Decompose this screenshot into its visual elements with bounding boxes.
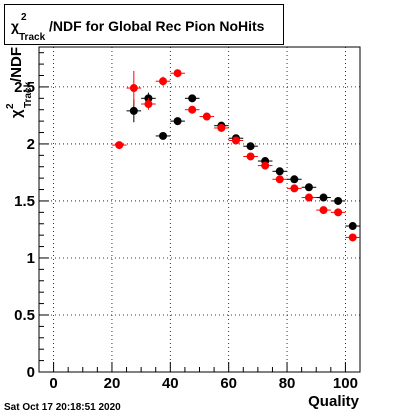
x-axis-label: Quality — [308, 393, 360, 410]
series-1-point-2 — [144, 100, 153, 109]
series-0-point-2 — [159, 131, 168, 140]
series-1-point-9 — [246, 152, 255, 161]
series-0-point-9 — [275, 167, 284, 176]
y-tick-label-5: 2.5 — [14, 79, 35, 96]
title-box: χ 2 Track /NDF for Global Rec Pion NoHit… — [4, 4, 284, 45]
series-1-point-16 — [348, 233, 357, 242]
series-1-point-12 — [290, 184, 299, 193]
y-axis-chi: χ — [8, 109, 25, 118]
series-1-point-1 — [129, 84, 138, 93]
series-1-point-8 — [231, 136, 240, 145]
series-0-point-12 — [319, 193, 328, 202]
series-0-point-11 — [304, 183, 313, 192]
tick-labels: 0 20 40 60 80 100 0 0.5 1 1.5 2 2.5 — [14, 79, 358, 392]
series-1-point-15 — [334, 208, 343, 217]
series-1-point-6 — [202, 112, 211, 121]
series-1-point-7 — [217, 123, 226, 132]
axis-ticks — [38, 52, 361, 373]
plot-frame — [38, 46, 361, 373]
series-1-point-0 — [115, 141, 124, 150]
x-tick-label-5: 100 — [333, 375, 358, 392]
y-tick-label-1: 0.5 — [14, 307, 35, 324]
x-tick-label-2: 40 — [162, 375, 179, 392]
series-0-point-7 — [246, 142, 255, 151]
y-tick-label-0: 0 — [27, 364, 35, 381]
x-tick-label-0: 0 — [49, 375, 57, 392]
series-1-point-4 — [173, 69, 182, 78]
x-tick-label-3: 60 — [220, 375, 237, 392]
y-axis-superscript: 2 — [5, 103, 16, 109]
series-0-point-3 — [173, 117, 182, 126]
title-superscript: 2 — [21, 12, 27, 23]
series-0-point-10 — [290, 175, 299, 184]
y-axis-label: /NDF — [8, 47, 25, 82]
series-1-point-10 — [261, 161, 270, 170]
series-0-point-14 — [348, 222, 357, 231]
series-1-point-3 — [159, 77, 168, 86]
series-1-point-13 — [304, 193, 313, 202]
y-tick-label-2: 1 — [27, 250, 35, 267]
plot-area — [38, 46, 361, 373]
y-axis-title: χ 2 Track /NDF — [5, 47, 34, 118]
timestamp: Sat Oct 17 20:18:51 2020 — [4, 402, 121, 413]
y-tick-label-4: 2 — [27, 136, 35, 153]
x-tick-label-4: 80 — [279, 375, 296, 392]
y-tick-label-3: 1.5 — [14, 193, 35, 210]
series-1-point-14 — [319, 206, 328, 215]
title-chi: χ — [11, 18, 19, 34]
x-tick-label-1: 20 — [104, 375, 121, 392]
chart-title: /NDF for Global Rec Pion NoHits — [49, 18, 265, 34]
data-marks — [111, 69, 360, 242]
series-0-point-4 — [188, 94, 197, 103]
y-axis-subscript: Track — [23, 81, 34, 108]
series-1-point-5 — [188, 105, 197, 114]
series-0-point-0 — [129, 106, 138, 115]
title-box-frame — [4, 4, 284, 45]
series-0-point-13 — [334, 196, 343, 205]
series-1-point-11 — [275, 175, 284, 184]
title-subscript: Track — [19, 32, 46, 43]
